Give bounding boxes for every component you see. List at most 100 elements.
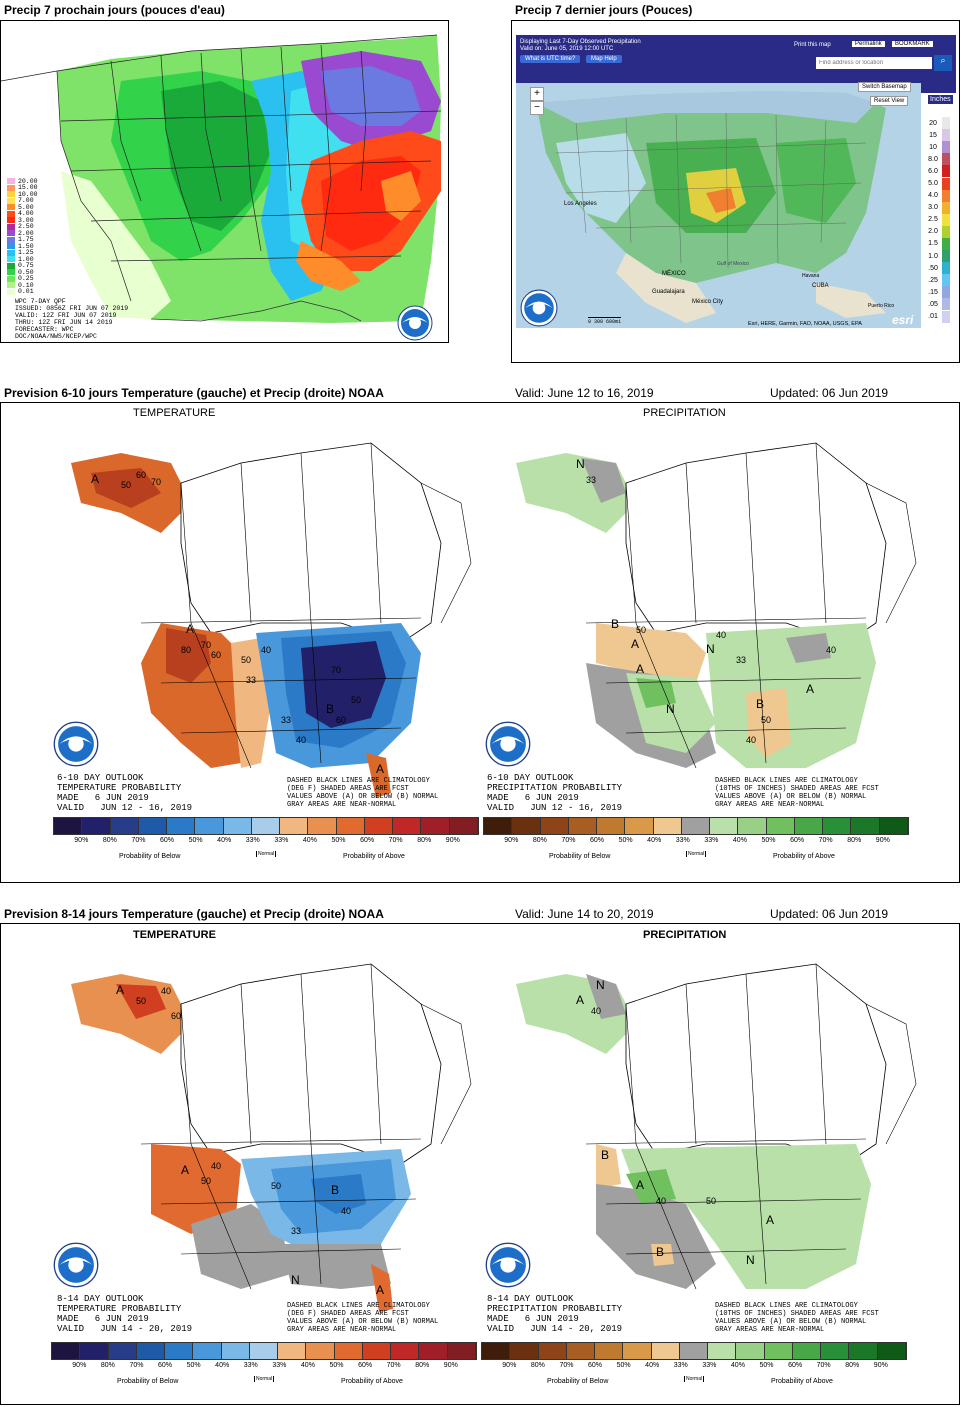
observed-map <box>516 83 921 328</box>
prob-scale-swatch <box>879 818 908 834</box>
switch-basemap-button[interactable]: Switch Basemap <box>858 82 911 92</box>
label-mexico-city: México City <box>692 299 724 305</box>
label-guadalajara: Guadalajara <box>652 289 685 295</box>
section1-updated: Updated: 06 Jun 2019 <box>770 386 889 400</box>
prob-scale-swatch <box>823 818 852 834</box>
map-contour-label: A <box>91 472 99 486</box>
prob-scale-swatch <box>851 818 880 834</box>
qpf-legend-swatch <box>7 282 15 289</box>
precip-scale-value: .50 <box>928 264 938 272</box>
map-contour-label: 40 <box>826 645 836 655</box>
prob-scale-tick: 40% <box>732 837 747 844</box>
prob-scale-swatch <box>653 818 682 834</box>
map-contour-label: 60 <box>171 1011 181 1021</box>
prob-scale-swatch <box>766 818 795 834</box>
qpf-legend-swatch <box>7 184 15 191</box>
precip-scale-item: 1.5 <box>924 237 954 250</box>
map-contour-label: B <box>756 697 764 711</box>
map-contour-label: 40 <box>341 1206 351 1216</box>
prob-scale-swatch <box>794 818 824 834</box>
prob-scale-swatch <box>393 818 422 834</box>
s2-temp-note: DASHED BLACK LINES ARE CLIMATOLOGY (DEG … <box>287 1302 439 1334</box>
search-input[interactable] <box>816 57 932 69</box>
prob-scale-tick: 33% <box>245 837 260 844</box>
precip-scale-swatch <box>942 262 950 275</box>
zoom-out-button[interactable]: − <box>530 101 544 115</box>
prob-scale-tick: 60% <box>788 1362 803 1369</box>
s1-temp-note: DASHED BLACK LINES ARE CLIMATOLOGY (DEG … <box>287 777 439 809</box>
map-contour-label: A <box>636 662 644 676</box>
qpf-legend-item: 10.00 <box>7 191 67 198</box>
qpf-legend-value: 15.00 <box>18 184 38 192</box>
map-help-button[interactable]: Map Help <box>586 55 622 63</box>
map-contour-label: B <box>656 1245 664 1259</box>
qpf-legend-value: 0.25 <box>18 275 34 283</box>
prob-scale-swatch <box>540 818 569 834</box>
prob-scale-tick: 90% <box>443 1362 458 1369</box>
precip-scale-value: 15 <box>929 131 937 139</box>
prob-scale-tick: 80% <box>100 1362 115 1369</box>
s2-precip-below: Probability of Below <box>547 1378 609 1385</box>
toolbar-line1: Displaying Last 7-Day Observed Precipita… <box>520 39 641 45</box>
prob-scale-tick: 60% <box>588 1362 603 1369</box>
qpf-legend-item: 5.00 <box>7 204 67 211</box>
print-link[interactable]: Print this map <box>794 42 831 48</box>
prob-scale-swatch <box>54 818 83 834</box>
zoom-in-button[interactable]: + <box>530 87 544 101</box>
map-contour-label: 50 <box>271 1181 281 1191</box>
map-contour-label: A <box>376 1283 384 1297</box>
precip-scale-swatch <box>942 141 950 154</box>
prob-scale-swatch <box>82 818 111 834</box>
prob-scale-tick: 60% <box>358 1362 373 1369</box>
map-contour-label: 50 <box>121 480 131 490</box>
reset-view-button[interactable]: Reset View <box>870 96 909 106</box>
prob-scale-swatch <box>136 1343 166 1359</box>
qpf-legend-value: 0.50 <box>18 268 34 276</box>
prob-scale-tick: 90% <box>72 1362 87 1369</box>
search-button[interactable]: ⌕ <box>934 55 952 71</box>
prob-scale-tick: 50% <box>618 837 633 844</box>
precip-scale-swatch <box>942 286 950 299</box>
prob-scale-tick: 60% <box>590 837 605 844</box>
precip-scale-swatch <box>942 129 950 142</box>
qpf-legend-item: 15.00 <box>7 184 67 192</box>
prob-scale-swatch <box>221 1343 250 1359</box>
map-contour-label: 50 <box>706 1196 716 1206</box>
qpf-legend-value: 1.00 <box>18 255 34 263</box>
map-contour-label: 70 <box>151 477 161 487</box>
map-contour-label: 40 <box>211 1161 221 1171</box>
prob-scale-swatch <box>651 1343 680 1359</box>
prob-scale-tick: 70% <box>818 837 833 844</box>
noaa-logo <box>520 289 558 327</box>
precip-scale-item: .15 <box>924 286 954 299</box>
prob-scale-swatch <box>623 1343 652 1359</box>
qpf-legend-item: 1.50 <box>7 243 67 250</box>
precip-scale-item: .25 <box>924 274 954 287</box>
map-contour-label: A <box>631 637 639 651</box>
qpf-legend-value: 2.50 <box>18 223 34 231</box>
qpf-legend-item: 3.00 <box>7 217 67 224</box>
prob-scale-swatch <box>792 1343 822 1359</box>
precip-scale-item: 8.0 <box>924 153 954 166</box>
s1-temp-above: Probability of Above <box>343 853 405 860</box>
prob-scale-tick: 70% <box>388 837 403 844</box>
qpf-legend-swatch <box>7 243 15 250</box>
permalink-button[interactable]: Permalink <box>852 41 885 47</box>
precip-scale-item: 4.0 <box>924 189 954 202</box>
prob-scale-tick: 80% <box>415 1362 430 1369</box>
qpf-legend-value: 2.00 <box>18 229 34 237</box>
utc-button[interactable]: What is UTC time? <box>520 55 581 63</box>
prob-scale-tick: 90% <box>875 837 890 844</box>
prob-scale-swatch <box>447 1343 476 1359</box>
s2-temp-scale <box>51 1342 477 1360</box>
prob-scale-swatch <box>738 818 767 834</box>
precip-scale-item: .50 <box>924 262 954 275</box>
precip-scale-swatch <box>942 310 950 323</box>
prob-scale-swatch <box>849 1343 878 1359</box>
bookmark-button[interactable]: BOOKMARK <box>892 41 933 47</box>
prob-scale-tick: 33% <box>243 1362 258 1369</box>
prob-scale-swatch <box>449 818 478 834</box>
section1-title: Prevision 6-10 jours Temperature (gauche… <box>4 386 384 400</box>
section2-updated: Updated: 06 Jun 2019 <box>770 907 889 921</box>
